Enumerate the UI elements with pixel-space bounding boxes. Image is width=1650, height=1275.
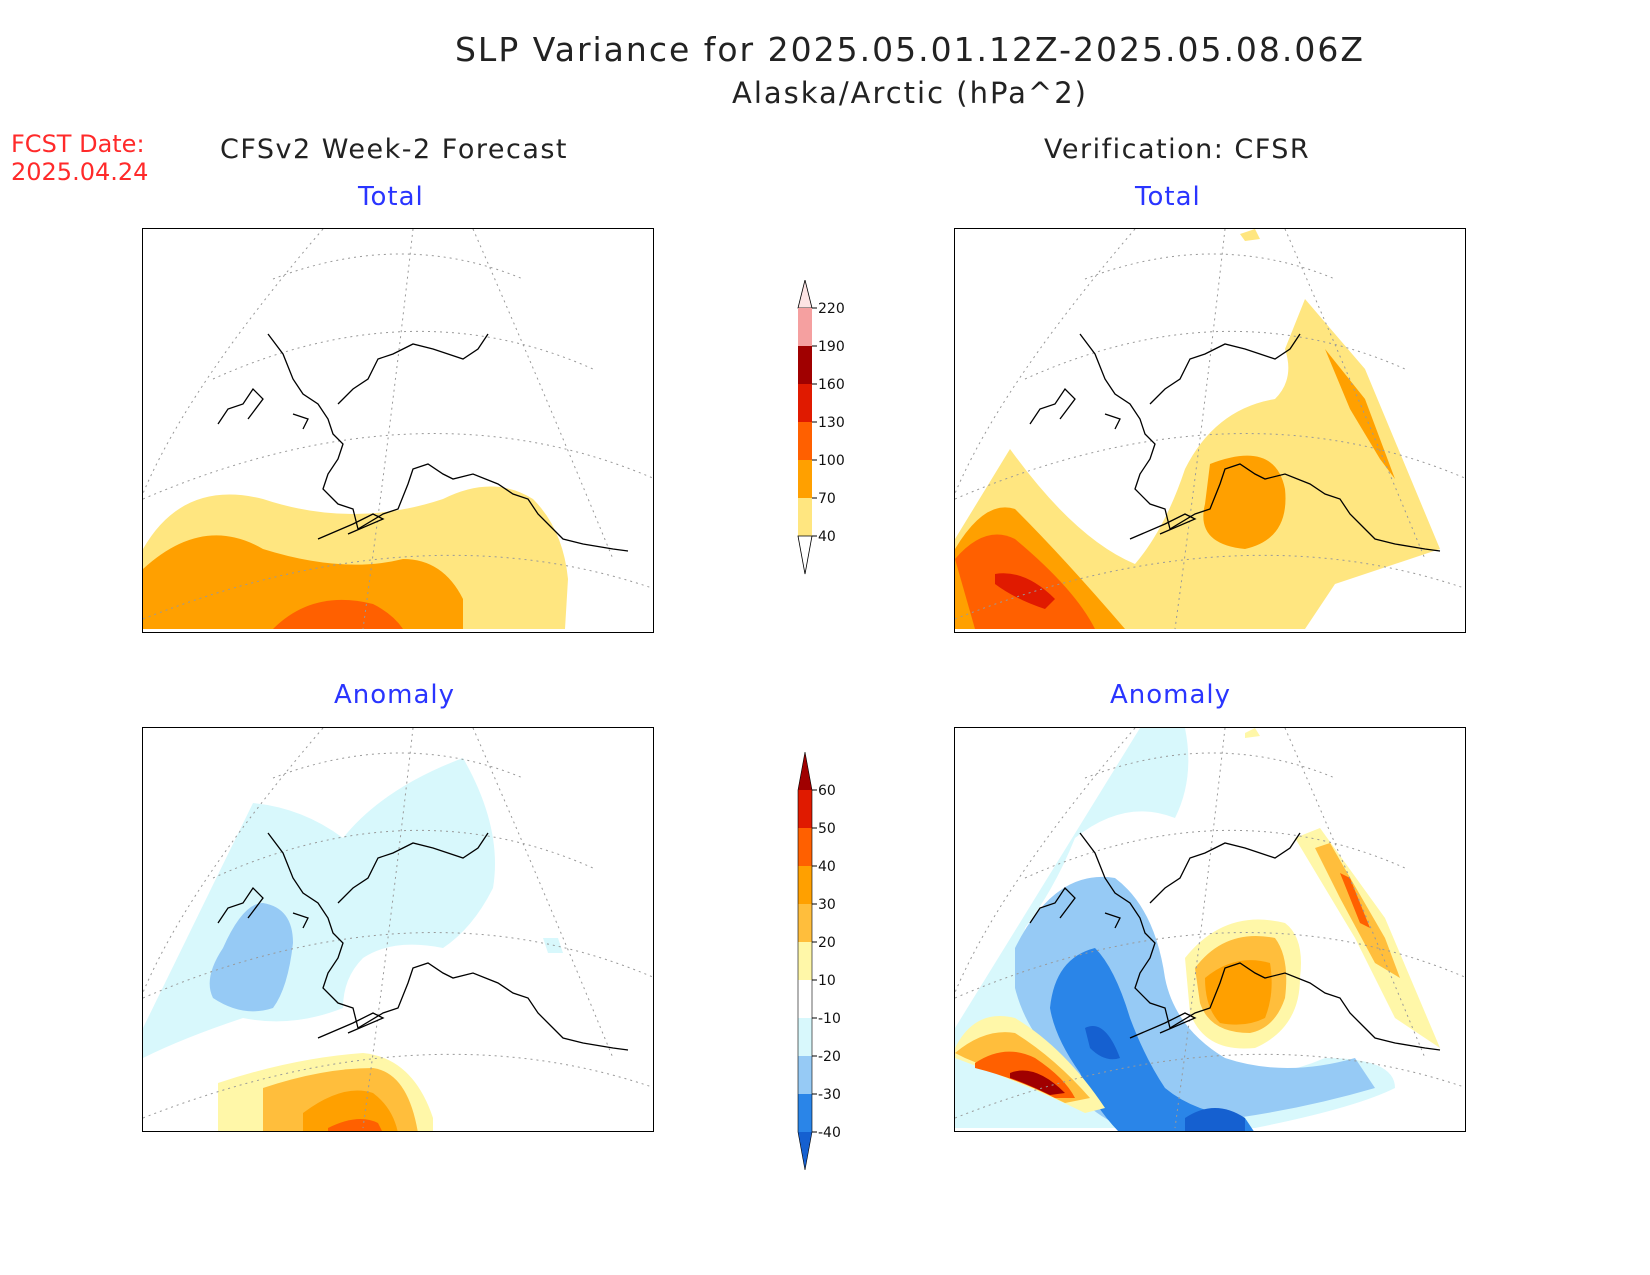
colorbar-label: 50 — [818, 821, 836, 837]
verification-column-title: Verification: CFSR — [1044, 134, 1311, 165]
colorbar-label: 10 — [818, 973, 836, 989]
forecast-anomaly-label: Anomaly — [334, 680, 456, 710]
grid-lines — [955, 229, 1465, 630]
colorbar-box — [798, 1056, 812, 1094]
colorbar-label: 20 — [818, 935, 836, 951]
forecast-date-label: FCST Date: — [11, 130, 145, 158]
colorbar-label: 160 — [818, 377, 845, 393]
colorbar-box — [798, 308, 812, 346]
colorbar-box — [798, 460, 812, 498]
chart-subtitle: Alaska/Arctic (hPa^2) — [732, 76, 1088, 110]
forecast-total-label: Total — [358, 182, 424, 212]
colorbar-box — [798, 384, 812, 422]
colorbar-label: 60 — [818, 783, 836, 799]
colorbar-box — [798, 498, 812, 536]
chart-title: SLP Variance for 2025.05.01.12Z-2025.05.… — [454, 30, 1366, 69]
anomaly-shading — [955, 728, 1440, 1131]
forecast-date-value: 2025.04.24 — [11, 158, 149, 186]
colorbar-box — [798, 980, 812, 1018]
colorbar-box — [798, 1094, 812, 1132]
colorbar-bottom-triangle — [797, 535, 813, 575]
anomaly-colorbar: 60 50 40 30 20 10 -10 -20 -30 -40 — [797, 752, 841, 1171]
coastline — [1029, 333, 1441, 552]
colorbar-label: -40 — [818, 1125, 841, 1141]
colorbar-box — [798, 904, 812, 942]
anomaly-shading — [143, 758, 563, 1131]
colorbar-label: 40 — [818, 529, 836, 545]
variance-shading — [143, 486, 568, 629]
colorbar-label: -30 — [818, 1087, 841, 1103]
verification-total-label: Total — [1135, 182, 1201, 212]
verification-anomaly-map — [954, 727, 1466, 1132]
colorbar-bottom-triangle — [798, 1132, 812, 1170]
forecast-column-title: CFSv2 Week-2 Forecast — [220, 134, 569, 165]
colorbar-box — [798, 422, 812, 460]
colorbar-label: 70 — [818, 491, 836, 507]
colorbar-top-triangle — [797, 280, 813, 309]
colorbar-label: -20 — [818, 1049, 841, 1065]
total-colorbar: 220 190 160 130 100 70 40 — [797, 280, 845, 575]
coastline — [1029, 832, 1441, 1051]
colorbar-box — [798, 346, 812, 384]
colorbar-box — [798, 942, 812, 980]
grid-lines — [143, 229, 653, 630]
colorbar-label: 40 — [818, 859, 836, 875]
grid-lines — [143, 728, 653, 1129]
variance-shading — [955, 229, 1440, 629]
colorbar-box — [798, 828, 812, 866]
colorbar-box — [798, 866, 812, 904]
colorbar-top-triangle — [798, 752, 812, 790]
colorbar-label: -10 — [818, 1011, 841, 1027]
colorbar-label: 130 — [818, 415, 845, 431]
colorbar-box — [798, 790, 812, 828]
colorbar-label: 220 — [818, 301, 845, 317]
coastline — [217, 832, 629, 1051]
forecast-anomaly-map — [142, 727, 654, 1132]
colorbar-box — [798, 1018, 812, 1056]
colorbar-label: 100 — [818, 453, 845, 469]
verification-anomaly-label: Anomaly — [1110, 680, 1232, 710]
forecast-total-map — [142, 228, 654, 633]
verification-total-map — [954, 228, 1466, 633]
colorbar-label: 190 — [818, 339, 845, 355]
coastline — [217, 333, 629, 552]
grid-lines — [955, 728, 1465, 1129]
colorbar-label: 30 — [818, 897, 836, 913]
